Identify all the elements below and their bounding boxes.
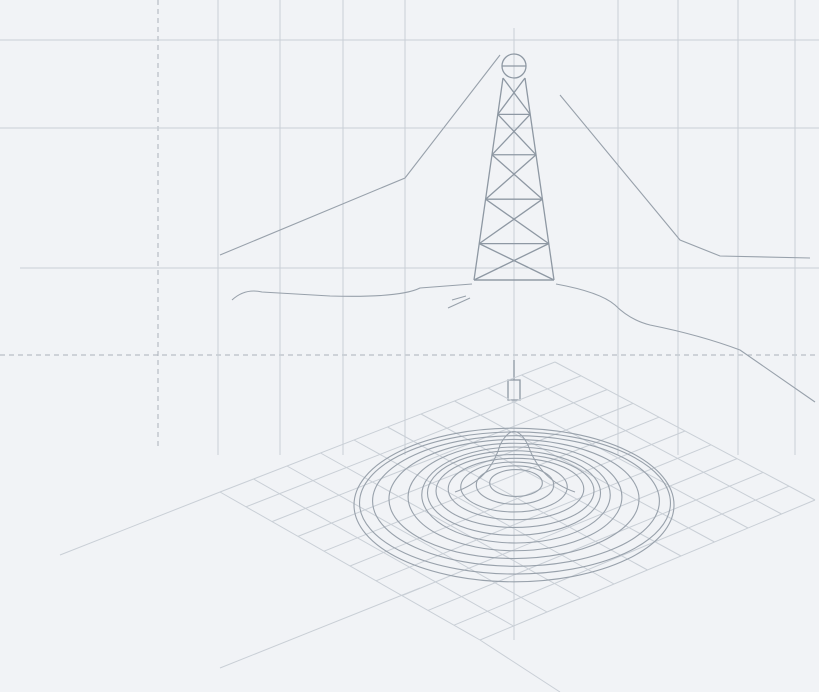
terrain-left bbox=[219, 54, 501, 256]
lattice-brace bbox=[497, 77, 526, 115]
ground-left bbox=[231, 283, 473, 301]
lattice-brace bbox=[478, 198, 543, 245]
contour-ring bbox=[358, 431, 672, 575]
ground-grid-line bbox=[375, 444, 712, 582]
lattice-brace bbox=[485, 154, 537, 200]
contour-ring bbox=[435, 453, 595, 529]
contour-ring bbox=[407, 442, 623, 552]
tower bbox=[473, 28, 555, 640]
ground-grid-line bbox=[521, 374, 782, 515]
lattice-brace bbox=[485, 198, 550, 245]
contour-ring bbox=[372, 435, 660, 567]
contour-ring bbox=[426, 450, 602, 536]
contour-ring bbox=[388, 438, 640, 560]
lattice-brace bbox=[502, 77, 531, 115]
contour-ring bbox=[460, 461, 568, 513]
contour-ring bbox=[489, 469, 543, 497]
lattice-brace bbox=[491, 113, 531, 156]
ground-right bbox=[555, 283, 816, 403]
terrain bbox=[219, 54, 816, 403]
lattice-brace bbox=[497, 113, 537, 156]
contour-ring bbox=[353, 427, 675, 583]
ground-stroke bbox=[447, 295, 471, 309]
contours bbox=[353, 427, 675, 583]
ground-grid-line bbox=[554, 361, 816, 501]
ground-grid-line bbox=[401, 458, 738, 597]
terrain-right bbox=[559, 94, 811, 259]
lattice-brace bbox=[491, 154, 543, 200]
guide-line bbox=[59, 491, 221, 556]
guide-line bbox=[219, 587, 421, 669]
lattice-brace bbox=[473, 243, 550, 281]
guide-lines bbox=[59, 491, 561, 692]
contour-ring bbox=[447, 457, 585, 521]
background-grid bbox=[0, 0, 819, 455]
ground-grid-line bbox=[427, 471, 764, 611]
tower-lattice bbox=[473, 77, 555, 281]
contour-ring bbox=[421, 446, 611, 544]
ground-grid-line bbox=[453, 485, 790, 626]
lattice-brace bbox=[478, 243, 555, 281]
ground-grid-line bbox=[420, 413, 682, 557]
isometric-grid bbox=[219, 361, 816, 641]
ground-grid-line bbox=[487, 387, 749, 529]
ground-grid-line bbox=[349, 430, 686, 567]
guide-line bbox=[479, 639, 561, 692]
ground-grid-line bbox=[479, 499, 816, 641]
contour-ring bbox=[475, 465, 555, 505]
